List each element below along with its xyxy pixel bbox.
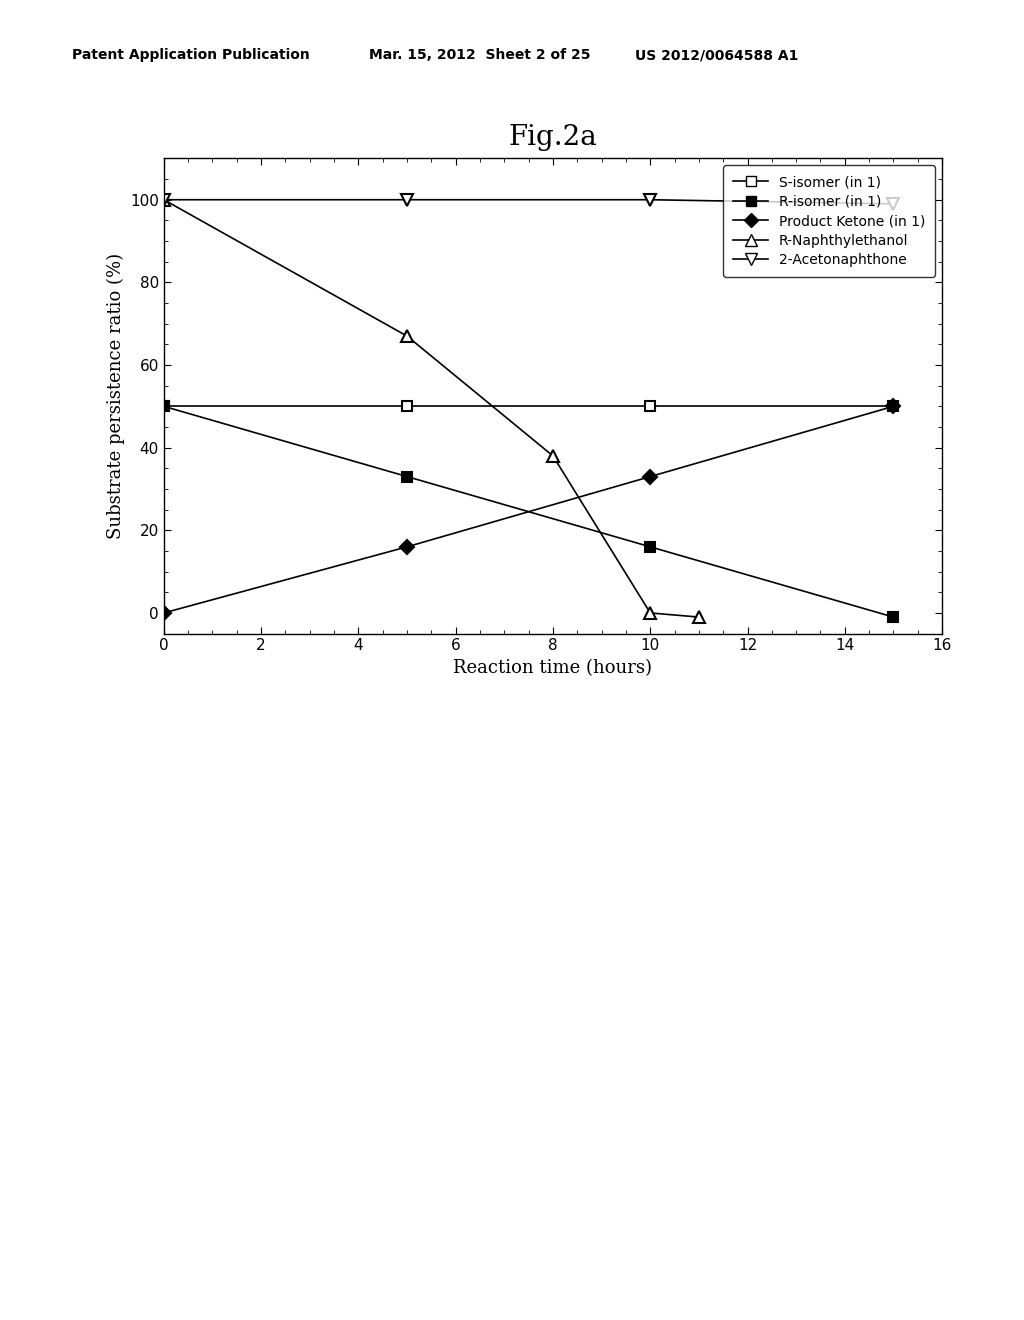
X-axis label: Reaction time (hours): Reaction time (hours) — [454, 659, 652, 677]
Text: Mar. 15, 2012  Sheet 2 of 25: Mar. 15, 2012 Sheet 2 of 25 — [369, 49, 590, 62]
Text: US 2012/0064588 A1: US 2012/0064588 A1 — [635, 49, 799, 62]
Legend: S-isomer (in 1), R-isomer (in 1), Product Ketone (in 1), R-Naphthylethanol, 2-Ac: S-isomer (in 1), R-isomer (in 1), Produc… — [724, 165, 935, 277]
Y-axis label: Substrate persistence ratio (%): Substrate persistence ratio (%) — [106, 253, 125, 539]
Title: Fig.2a: Fig.2a — [509, 124, 597, 150]
Text: Patent Application Publication: Patent Application Publication — [72, 49, 309, 62]
